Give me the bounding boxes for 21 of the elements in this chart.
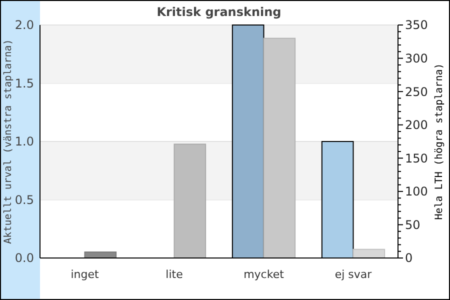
y2-tick-label: 0 <box>405 251 413 266</box>
y-tick-label: 2.0 <box>14 18 34 32</box>
y2-tick-label: 200 <box>405 118 428 132</box>
y2-tick-label: 350 <box>405 18 428 32</box>
x-tick-label: ej svar <box>334 268 372 281</box>
y-tick-label: 0.5 <box>14 192 34 207</box>
y2-tick-label: 250 <box>405 84 428 99</box>
y-tick-label: 1.0 <box>14 134 34 149</box>
y2-tick-label: 50 <box>405 218 420 232</box>
chart-title: Kritisk granskning <box>156 5 282 19</box>
x-tick-label: lite <box>166 268 184 281</box>
x-tick-label: mycket <box>244 268 285 281</box>
bar <box>174 144 206 258</box>
y2-tick-label: 100 <box>405 184 428 199</box>
y-tick-label: 0.0 <box>14 251 34 266</box>
x-tick-label: inget <box>70 268 100 281</box>
y-axis-title: Aktuellt urval (vänstra staplarna) <box>3 39 14 244</box>
y2-tick-label: 300 <box>405 51 428 66</box>
y-tick-label: 1.5 <box>14 76 34 90</box>
y2-axis-title: Hela LTH (högra staplarna) <box>434 63 445 220</box>
y2-tick-label: 150 <box>405 151 428 166</box>
